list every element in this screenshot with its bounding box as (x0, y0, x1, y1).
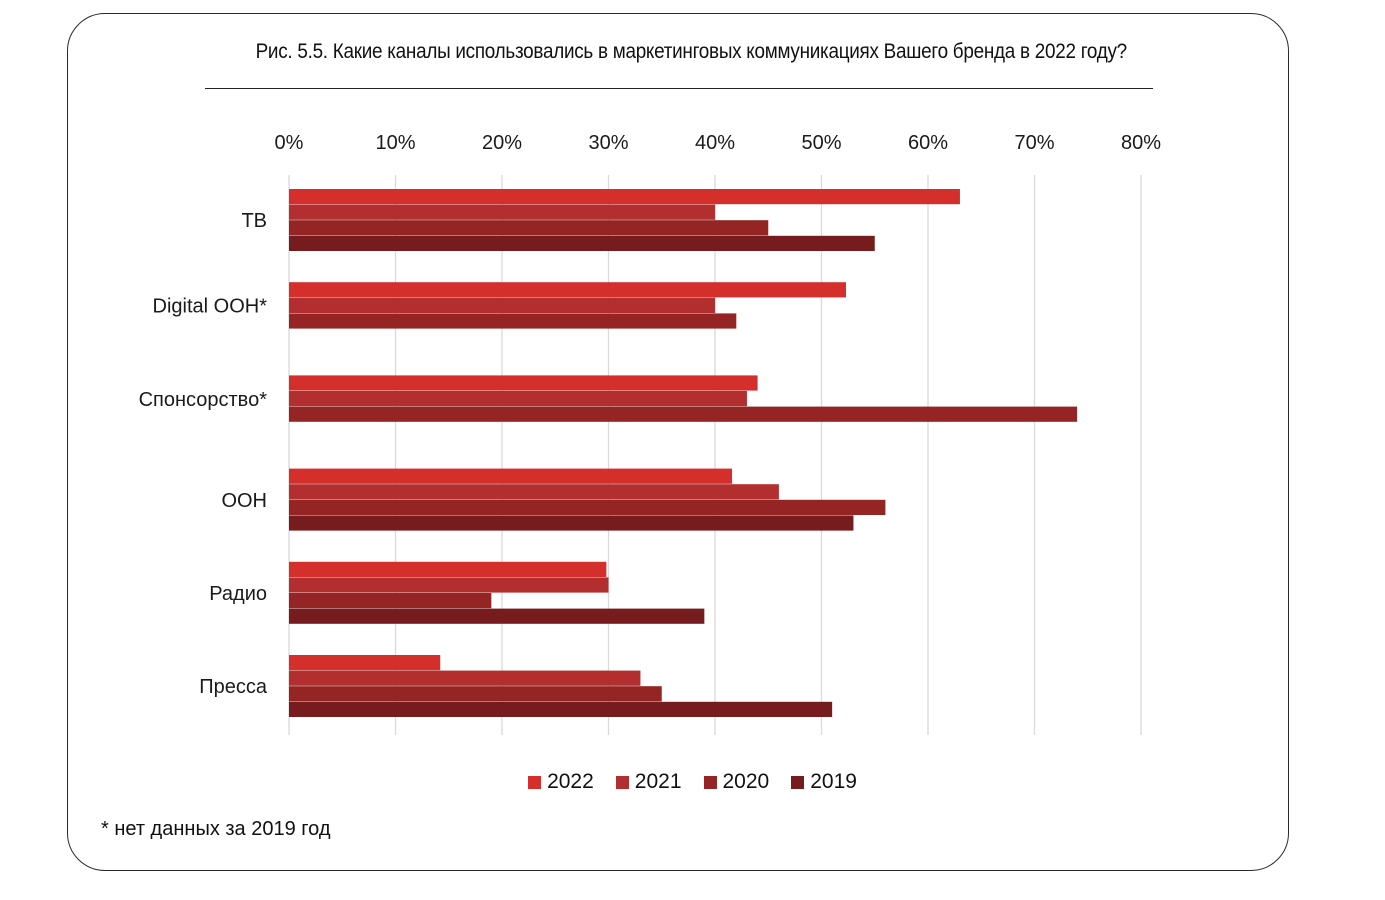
category-label: OOH (221, 490, 267, 512)
legend-item-2020: 2020 (703, 770, 770, 794)
chart-frame (67, 13, 1289, 871)
category-label: ТВ (241, 210, 267, 232)
bar-2022 (289, 561, 607, 577)
x-tick-label: 0% (275, 132, 304, 154)
bar-2021 (289, 670, 641, 686)
bar-2021 (289, 391, 747, 407)
x-tick-label: 10% (375, 132, 415, 154)
legend-swatch-2019 (791, 775, 805, 789)
bar-2021 (289, 204, 715, 220)
bar-2022 (289, 375, 758, 391)
bar-2022 (289, 282, 846, 298)
title-divider (205, 88, 1153, 89)
legend-item-2019: 2019 (791, 770, 857, 794)
x-tick-label: 30% (588, 132, 628, 154)
legend-swatch-2020 (703, 775, 717, 789)
bar-2020 (289, 686, 662, 702)
x-tick-label: 80% (1121, 132, 1161, 154)
chart-title: Рис. 5.5. Какие каналы использовались в … (255, 40, 1128, 63)
x-tick-label: 70% (1014, 132, 1054, 154)
legend-label-2022: 2022 (547, 770, 594, 793)
bar-2020 (289, 313, 737, 329)
x-tick-label: 60% (908, 132, 948, 154)
x-tick-label: 40% (695, 132, 735, 154)
bar-2021 (289, 297, 715, 313)
bar-2019 (289, 701, 833, 717)
category-label: Digital OOH* (153, 296, 268, 318)
bar-2021 (289, 577, 609, 593)
legend-label-2019: 2019 (810, 770, 857, 793)
legend: 2022 2021 2020 2019 (0, 770, 1385, 794)
bar-2019 (289, 235, 875, 251)
bar-2022 (289, 655, 441, 671)
bar-2019 (289, 515, 854, 531)
bar-2020 (289, 593, 492, 609)
category-label: Радио (209, 583, 267, 605)
footnote: * нет данных за 2019 год (101, 818, 331, 840)
x-tick-label: 50% (801, 132, 841, 154)
legend-item-2022: 2022 (528, 770, 594, 794)
x-tick-label: 20% (482, 132, 522, 154)
category-label: Пресса (199, 676, 268, 698)
bar-2022 (289, 468, 733, 484)
bar-2020 (289, 499, 886, 515)
category-label: Спонсорство* (139, 389, 268, 411)
legend-swatch-2022 (528, 775, 542, 789)
bar-2020 (289, 406, 1078, 422)
legend-swatch-2021 (615, 775, 629, 789)
bar-2021 (289, 484, 779, 500)
legend-label-2021: 2021 (634, 770, 682, 793)
legend-label-2020: 2020 (722, 770, 770, 793)
legend-item-2021: 2021 (615, 770, 682, 794)
bar-2022 (289, 189, 960, 205)
bar-2020 (289, 220, 769, 236)
bar-2019 (289, 608, 705, 624)
